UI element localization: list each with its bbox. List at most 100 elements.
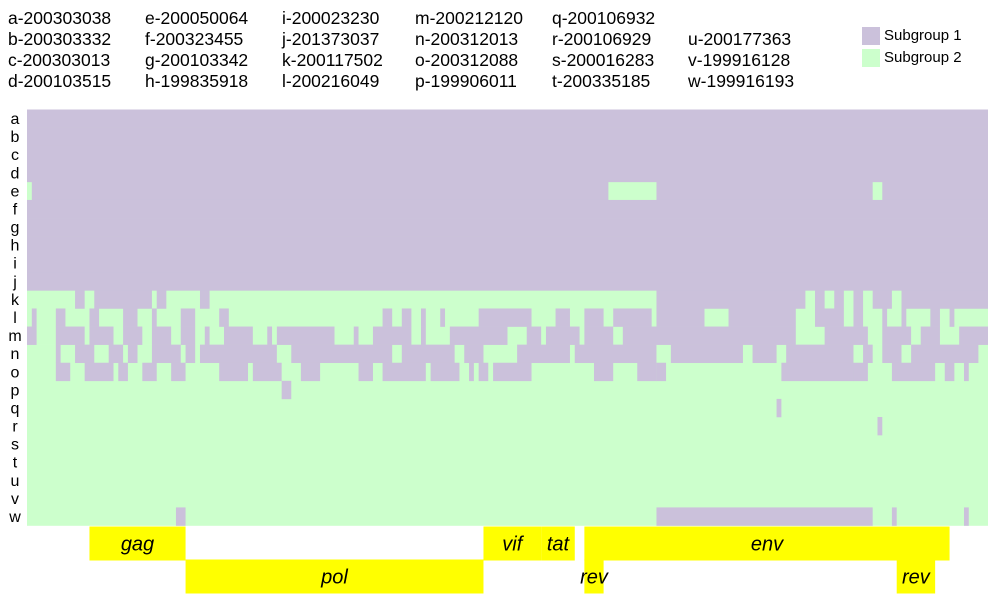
cell-o-subgroup-1-segment-7 (300, 362, 321, 382)
sequence-key-j: j-201373037 (282, 29, 380, 49)
sequence-key-v: v-199916128 (688, 50, 791, 70)
cell-n-subgroup-1-segment-8 (401, 344, 455, 364)
row-label-q: q (11, 400, 20, 417)
gene-box-rev-6 (896, 559, 936, 594)
cell-l-subgroup-1-segment-18 (853, 308, 864, 327)
cell-l-subgroup-1-segment-7 (382, 308, 393, 327)
cell-n-subgroup-1-segment-4 (151, 344, 181, 364)
cell-m-subgroup-1-segment-17 (622, 326, 796, 345)
cell-o-subgroup-1-segment-4 (171, 362, 186, 382)
sequence-key-e: e-200050064 (145, 8, 249, 28)
cell-m-subgroup-1-segment-21 (959, 326, 988, 345)
cell-k-subgroup-1-segment-4 (656, 290, 806, 309)
cell-k-subgroup-1-segment-8 (872, 290, 892, 309)
cell-k-subgroup-1-segment-1 (94, 290, 152, 309)
cell-l-subgroup-1-segment-8 (401, 308, 412, 327)
gene-label-tat-3: tat (547, 534, 571, 556)
cell-m-subgroup-1-segment-13 (449, 326, 508, 345)
cell-n-subgroup-1-segment-3 (127, 344, 138, 364)
sequence-key: a-200303038 b-200303332 c-200303013 d-20010… (0, 0, 840, 100)
cell-l-subgroup-1-segment-2 (89, 308, 100, 327)
sequence-key-m: m-200212120 (415, 8, 523, 28)
sequence-key-d: d-200103515 (8, 71, 112, 91)
cell-m-subgroup-1-segment-0 (27, 326, 37, 345)
cell-m-subgroup-1-segment-19 (882, 326, 912, 345)
cell-o-subgroup-1-segment-17 (781, 362, 854, 382)
row-label-v: v (11, 491, 19, 508)
cell-g-subgroup-1-segment-0 (27, 218, 988, 237)
gene-box-rev-5 (584, 559, 604, 594)
sequence-key-u: u-200177363 (688, 29, 792, 49)
cell-o-subgroup-1-segment-3 (142, 362, 157, 382)
cell-o-subgroup-1-segment-20 (944, 362, 955, 382)
cell-l-subgroup-1-segment-19 (882, 308, 888, 327)
cell-l-subgroup-1-segment-9 (421, 308, 426, 327)
cell-l-subgroup-1-segment-14 (613, 308, 652, 327)
cell-n-subgroup-1-segment-16 (882, 344, 902, 364)
row-label-t: t (13, 455, 18, 472)
cell-m-subgroup-1-segment-5 (180, 326, 196, 345)
row-label-d: d (11, 165, 20, 182)
cell-o-subgroup-1-segment-12 (478, 362, 489, 382)
cell-e-subgroup-1-segment-2 (882, 181, 988, 201)
sequence-key-p: p-199906011 (415, 71, 517, 91)
cell-p-subgroup-2-background (27, 380, 988, 400)
gene-label-gag-0: gag (121, 534, 154, 556)
cell-k-subgroup-1-segment-3 (199, 290, 210, 309)
cell-r-subgroup-2-background (27, 416, 988, 436)
legend-swatch-subgroup-1 (862, 27, 880, 45)
cell-o-subgroup-1-segment-6 (252, 362, 282, 382)
sequence-key-g: g-200103342 (145, 50, 249, 70)
legend-swatch-subgroup-2 (862, 49, 880, 67)
cell-e-subgroup-1-segment-1 (656, 181, 873, 201)
cell-m-subgroup-1-segment-7 (224, 326, 253, 345)
cell-k-subgroup-1-segment-5 (815, 290, 825, 309)
cell-l-subgroup-1-segment-22 (949, 308, 955, 327)
row-label-w: w (8, 509, 21, 526)
cell-m-subgroup-1-segment-2 (89, 326, 114, 345)
cell-b-subgroup-1-segment-0 (27, 127, 988, 146)
cell-l-subgroup-1-segment-21 (930, 308, 940, 327)
row-label-g: g (11, 220, 20, 237)
cell-m-subgroup-1-segment-4 (151, 326, 172, 345)
cell-k-subgroup-1-segment-6 (834, 290, 844, 309)
cell-m-subgroup-1-segment-14 (526, 326, 542, 345)
cell-m-subgroup-1-segment-20 (920, 326, 940, 345)
gene-box-pol-1 (185, 559, 484, 594)
row-label-c: c (11, 147, 19, 164)
sequence-key-s: s-200016283 (552, 50, 655, 70)
cell-n-subgroup-1-segment-0 (55, 344, 61, 364)
cell-l-subgroup-1-segment-15 (656, 308, 705, 327)
cell-v-subgroup-2-background (27, 489, 988, 508)
cell-o-subgroup-1-segment-0 (55, 362, 71, 382)
row-label-n: n (11, 346, 20, 363)
cell-w-subgroup-1-segment-1 (656, 507, 873, 526)
cell-l-subgroup-1-segment-0 (31, 308, 37, 327)
row-label-p: p (11, 382, 20, 399)
cell-n-subgroup-1-segment-6 (199, 344, 277, 364)
cell-n-subgroup-1-segment-12 (670, 344, 743, 364)
row-label-b: b (11, 129, 20, 146)
cell-m-subgroup-1-segment-12 (421, 326, 426, 345)
cell-n-subgroup-1-segment-1 (75, 344, 95, 364)
cell-m-subgroup-1-segment-8 (267, 326, 273, 345)
cell-l-subgroup-1-segment-1 (55, 308, 66, 327)
gene-label-pol-1: pol (320, 567, 348, 589)
cell-l-subgroup-1-segment-17 (815, 308, 844, 327)
cell-o-subgroup-1-segment-16 (656, 362, 667, 382)
row-label-f: f (13, 201, 18, 218)
row-label-o: o (11, 364, 20, 381)
cell-n-subgroup-1-segment-9 (464, 344, 484, 364)
cell-k-subgroup-1-segment-0 (75, 290, 85, 309)
cell-o-subgroup-1-segment-18 (853, 362, 868, 382)
sequence-key-c: c-200303013 (8, 50, 111, 70)
sequence-key-w: w-199916193 (688, 71, 795, 91)
cell-m-subgroup-1-segment-6 (204, 326, 210, 345)
cell-q-subgroup-2-background (27, 398, 988, 418)
cell-e-subgroup-1-segment-0 (31, 181, 609, 201)
cell-r-subgroup-1-segment-0 (877, 416, 883, 436)
cell-n-subgroup-1-segment-17 (911, 344, 979, 364)
cell-h-subgroup-1-segment-0 (27, 236, 988, 255)
cell-k-subgroup-1-segment-2 (156, 290, 167, 309)
cell-l-subgroup-1-segment-5 (180, 308, 196, 327)
